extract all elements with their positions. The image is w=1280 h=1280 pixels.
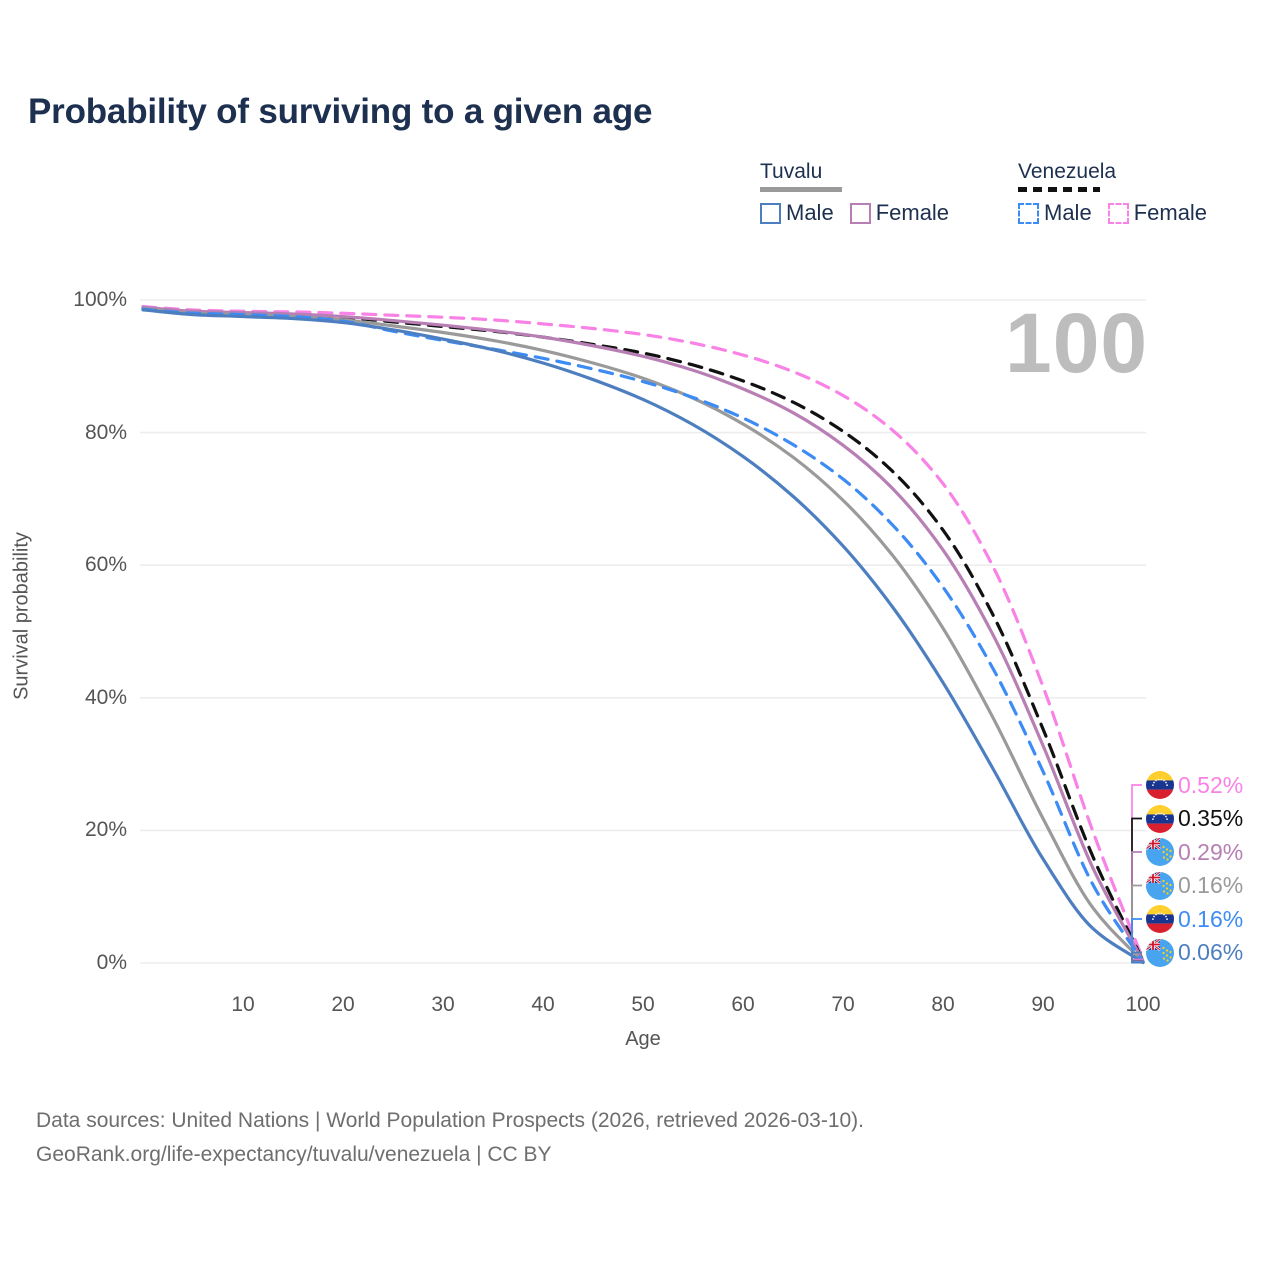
tuvalu-flag-icon [1146,838,1174,866]
legend-item-venezuela-male[interactable]: Male [1018,200,1092,226]
leader-line [1131,784,1143,961]
y-axis-tick-label: 60% [84,553,127,577]
x-axis-tick-label: 20 [331,993,355,1016]
series-line-tuvalu-female [141,305,1145,963]
legend: Tuvalu Male Female Venezuela Male Female [760,160,1250,246]
y-axis-tick-label: 80% [84,420,127,444]
end-label-value: 0.06% [1178,939,1244,965]
tuvalu-flag-icon [1146,938,1174,967]
gridlines [140,299,1146,964]
x-axis-tick-label: 80 [931,993,955,1016]
end-label-value: 0.16% [1178,872,1244,898]
end-label-value: 0.16% [1178,905,1244,932]
legend-swatch-icon [1107,202,1129,224]
legend-country-rule [760,187,842,192]
tuvalu-flag-icon [1146,871,1174,900]
legend-swatch-icon [1018,202,1039,224]
y-axis-tick-label: 20% [84,818,127,842]
page-title: Probability of surviving to a given age [28,92,653,131]
legend-item-label: Male [1044,200,1092,225]
end-label-row: 0.16% [1146,904,1243,934]
series-line-venezuela-female [141,305,1145,962]
end-label-row: 0.06% [1146,938,1243,968]
age-watermark: 100 [1005,296,1149,390]
x-axis-tick-label: 10 [231,993,255,1016]
x-axis-tick-label: 40 [531,993,555,1016]
legend-item-tuvalu-male[interactable]: Male [760,200,834,226]
legend-country-label: Tuvalu [760,160,823,183]
legend-group-venezuela: Venezuela Male Female [1018,160,1207,226]
series-line-tuvalu-male [141,308,1145,965]
end-value-labels: 0.52% 0.35% 0.29% 0.16% 0.16% 0.06% [1146,770,1280,982]
legend-item-label: Female [1133,200,1208,225]
footer-line-2: GeoRank.org/life-expectancy/tuvalu/venez… [36,1143,552,1166]
venezuela-flag-icon [1146,771,1174,799]
legend-item-label: Female [875,200,950,225]
x-axis-title: Age [625,1028,661,1050]
x-axis-tick-label: 30 [431,993,455,1016]
legend-group-tuvalu: Tuvalu Male Female [760,160,949,226]
leader-lines [1131,784,1143,964]
y-axis-tick-label: 40% [84,685,127,709]
end-label-value: 0.52% [1178,771,1244,798]
end-label-value: 0.35% [1178,805,1244,831]
x-axis-tick-label: 90 [1031,993,1055,1016]
footer-sources: Data sources: United Nations | World Pop… [36,1104,864,1172]
legend-swatch-icon [849,202,871,224]
legend-item-tuvalu-female[interactable]: Female [849,200,950,226]
legend-item-label: Male [786,200,834,225]
venezuela-flag-icon [1146,804,1174,833]
leader-line [1131,951,1143,964]
legend-item-venezuela-female[interactable]: Female [1107,200,1208,226]
x-axis-tick-label: 50 [631,993,655,1016]
legend-country-label: Venezuela [1018,160,1117,183]
y-axis-tick-label: 0% [96,951,127,974]
x-axis-tick-label: 100 [1125,993,1161,1016]
x-axis-tick-label: 70 [831,993,855,1016]
end-label-row: 0.16% [1146,871,1243,901]
x-axis-tick-label: 60 [731,993,755,1016]
end-label-row: 0.35% [1146,804,1243,834]
end-label-row: 0.29% [1146,837,1243,867]
footer-line-1: Data sources: United Nations | World Pop… [36,1109,865,1132]
series-lines [141,305,1145,965]
series-line-venezuela-male [141,307,1145,964]
end-label-row: 0.52% [1146,770,1243,800]
venezuela-flag-icon [1146,905,1174,933]
y-axis-title: Survival probability [10,532,33,700]
end-label-value: 0.29% [1178,838,1244,865]
legend-country-rule [1018,187,1100,192]
legend-swatch-icon [760,202,781,224]
y-axis-tick-label: 100% [73,288,127,311]
